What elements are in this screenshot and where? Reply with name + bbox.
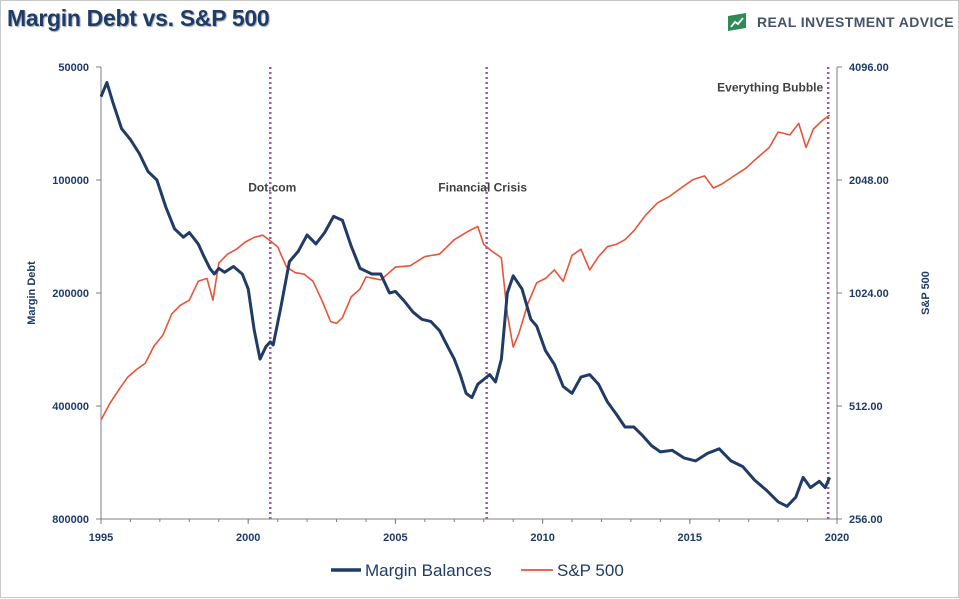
event-lines — [269, 67, 830, 519]
right-tick-label: 4096.00 — [849, 62, 889, 74]
right-tick-label: 512.00 — [849, 401, 883, 413]
right-tick-label: 2048.00 — [849, 175, 889, 187]
right-tick-label: 256.00 — [849, 514, 883, 526]
chart-title: Margin Debt vs. S&P 500 — [7, 5, 270, 31]
annotations: Dot.com Financial Crisis Everything Bubble — [248, 81, 823, 195]
x-tick-label: 2020 — [825, 532, 849, 544]
left-tick-label: 800000 — [52, 514, 89, 526]
brand-name: REAL INVESTMENT ADVICE — [757, 14, 955, 30]
x-tick-label: 2015 — [678, 532, 702, 544]
margin-balances-line — [99, 81, 831, 508]
right-axis-label: S&P 500 — [920, 271, 932, 315]
annotation-label: Financial Crisis — [438, 181, 527, 195]
left-tick-label: 100000 — [52, 175, 89, 187]
legend-label-margin: Margin Balances — [365, 561, 492, 580]
left-tick-label: 400000 — [52, 401, 89, 413]
left-axis-label: Margin Debt — [26, 261, 38, 325]
sp500-line — [100, 114, 831, 421]
brand-logo: REAL INVESTMENT ADVICE — [725, 10, 954, 34]
left-tick-label: 50000 — [58, 62, 89, 74]
x-tick-label: 2010 — [530, 532, 554, 544]
x-tick-label: 1995 — [89, 532, 113, 544]
left-tick-label: 200000 — [52, 288, 89, 300]
x-tick-label: 2005 — [383, 532, 407, 544]
annotation-label: Dot.com — [248, 181, 296, 195]
x-tick-label: 2000 — [236, 532, 260, 544]
series-lines — [99, 81, 831, 508]
axes: 50000 100000 200000 400000 800000 4096.00 2048… — [26, 62, 932, 544]
legend-label-sp500: S&P 500 — [557, 561, 624, 580]
right-tick-label: 1024.00 — [849, 288, 889, 300]
annotation-label: Everything Bubble — [717, 81, 823, 95]
legend: Margin Balances S&P 500 — [331, 561, 624, 580]
chart-logo-icon — [728, 13, 746, 31]
